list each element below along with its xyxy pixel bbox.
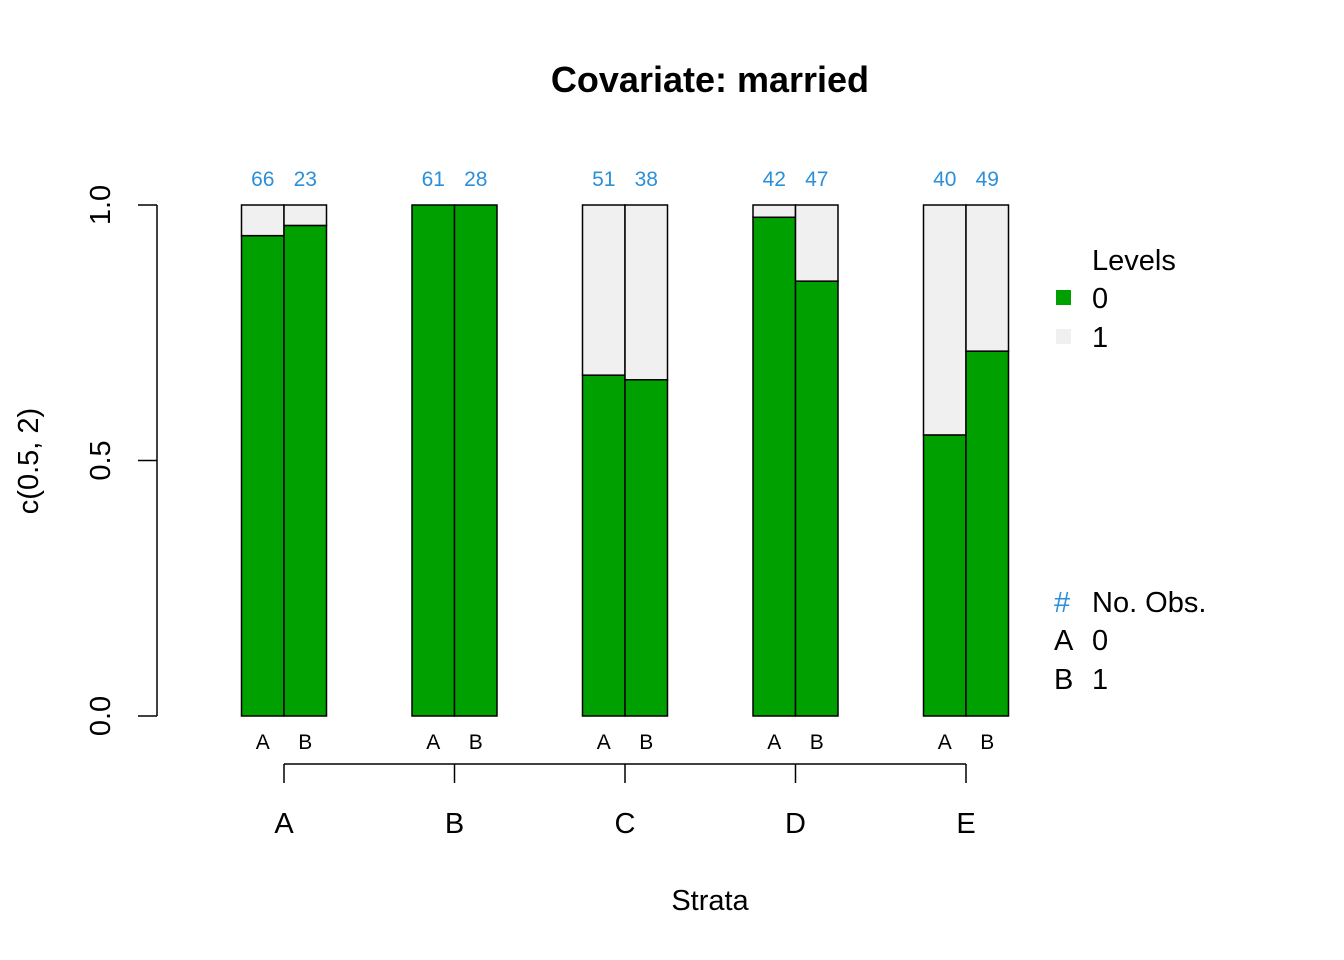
chart-title: Covariate: married bbox=[551, 59, 869, 100]
bar-segment-level-1 bbox=[624, 204, 669, 381]
count-label: 42 bbox=[763, 168, 786, 191]
bar-segment-level-0 bbox=[794, 280, 839, 717]
sub-category-label: A bbox=[426, 731, 440, 754]
x-axis: A B C D E bbox=[274, 763, 976, 840]
legend-obs-title: No. Obs. bbox=[1092, 587, 1206, 619]
legend-obs-key-b: B bbox=[1054, 664, 1073, 696]
bar-segment-level-1 bbox=[965, 204, 1010, 352]
count-label: 51 bbox=[592, 168, 615, 191]
legend-level-0-swatch bbox=[1056, 290, 1071, 305]
legend-obs-label-a: 0 bbox=[1092, 625, 1108, 657]
sub-category-label: A bbox=[767, 731, 781, 754]
bar-segment-level-1 bbox=[752, 204, 797, 219]
sub-category-label: B bbox=[298, 731, 312, 754]
x-tick-label: A bbox=[274, 808, 294, 840]
bar-segment-level-0 bbox=[965, 350, 1010, 717]
bar-segment-level-0 bbox=[283, 224, 328, 717]
bar-segment-level-0 bbox=[411, 204, 456, 717]
count-label: 61 bbox=[422, 168, 445, 191]
legend-obs-hash: # bbox=[1054, 587, 1070, 619]
count-label: 47 bbox=[805, 168, 828, 191]
bar-segment-level-0 bbox=[581, 374, 626, 717]
bars bbox=[240, 204, 1010, 717]
x-tick-label: D bbox=[785, 808, 806, 840]
bar-segment-level-0 bbox=[240, 234, 285, 717]
y-axis-label: c(0.5, 2) bbox=[13, 408, 45, 514]
bar-segment-level-0 bbox=[453, 204, 498, 717]
x-tick-label: C bbox=[615, 808, 636, 840]
sub-category-label: B bbox=[810, 731, 824, 754]
count-label: 66 bbox=[251, 168, 274, 191]
x-axis-label: Strata bbox=[671, 885, 749, 917]
legend-level-1-label: 1 bbox=[1092, 322, 1108, 354]
y-axis: 0.0 0.5 1.0 bbox=[85, 185, 158, 736]
count-label: 49 bbox=[976, 168, 999, 191]
sub-category-label: A bbox=[256, 731, 270, 754]
y-tick-label: 0.5 bbox=[85, 440, 117, 480]
legend-obs-key-a: A bbox=[1054, 625, 1074, 657]
bar-segment-level-0 bbox=[922, 434, 967, 717]
legend-level-1-swatch bbox=[1056, 329, 1071, 344]
bar-segment-level-1 bbox=[283, 204, 328, 227]
y-tick-label: 0.0 bbox=[85, 696, 117, 736]
sub-category-label: A bbox=[938, 731, 952, 754]
count-labels: 66 23 61 28 51 38 42 47 40 49 bbox=[251, 168, 999, 191]
bar-segment-level-0 bbox=[624, 379, 669, 717]
bar-segment-level-1 bbox=[581, 204, 626, 376]
legend-level-0-label: 0 bbox=[1092, 283, 1108, 315]
bar-segment-level-1 bbox=[240, 204, 285, 237]
x-tick-label: E bbox=[956, 808, 975, 840]
bar-segment-level-0 bbox=[752, 216, 797, 717]
bar-segment-level-1 bbox=[922, 204, 967, 436]
legend: Levels 0 1 # No. Obs. A 0 B 1 bbox=[1054, 245, 1206, 696]
y-tick-label: 1.0 bbox=[85, 185, 117, 225]
bar-segment-level-1 bbox=[794, 204, 839, 282]
sub-category-label: B bbox=[469, 731, 483, 754]
sub-category-label: B bbox=[639, 731, 653, 754]
sub-category-label: A bbox=[597, 731, 611, 754]
count-label: 28 bbox=[464, 168, 487, 191]
legend-levels-title: Levels bbox=[1092, 245, 1176, 277]
count-label: 38 bbox=[635, 168, 658, 191]
x-tick-label: B bbox=[445, 808, 464, 840]
count-label: 40 bbox=[933, 168, 956, 191]
legend-obs-label-b: 1 bbox=[1092, 664, 1108, 696]
sub-category-label: B bbox=[980, 731, 994, 754]
count-label: 23 bbox=[294, 168, 317, 191]
